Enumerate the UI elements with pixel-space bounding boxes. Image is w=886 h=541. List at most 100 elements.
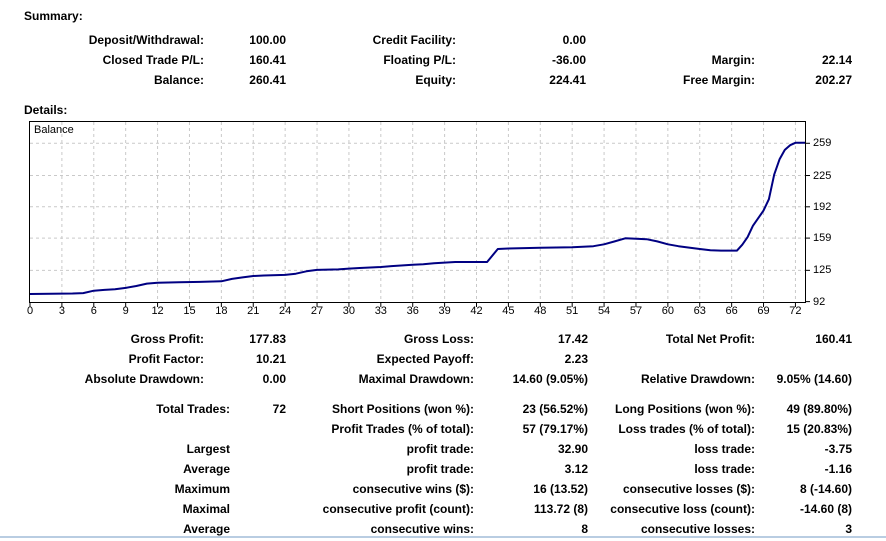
stat-value: -14.60 (8) [799, 502, 852, 516]
stat-label: profit trade: [406, 462, 474, 476]
stat-label: Total Trades: [156, 402, 230, 416]
stat-value: 22.14 [821, 53, 852, 67]
stats-row: Total Trades: 72 Short Positions (won %)… [0, 402, 886, 416]
x-axis-label: 30 [342, 305, 356, 317]
y-axis-label: 159 [813, 232, 832, 245]
stat-label: consecutive profit (count): [322, 502, 474, 516]
stat-label: Largest [186, 442, 230, 456]
stats-row: Largest profit trade: 32.90 loss trade: … [0, 442, 886, 456]
stat-label: Average [183, 522, 230, 536]
stat-label: Total Net Profit: [665, 332, 755, 346]
x-axis-label: 51 [566, 305, 579, 317]
stat-label: Deposit/Withdrawal: [88, 33, 204, 47]
x-axis-label: 57 [629, 305, 643, 317]
stat-label: consecutive wins ($): [352, 482, 474, 496]
stat-value: -3.75 [824, 442, 852, 456]
x-axis-label: 3 [58, 305, 65, 317]
chart-legend-balance: Balance [34, 124, 74, 136]
x-axis-label: 12 [151, 305, 164, 317]
summary-row: Balance: 260.41 Equity: 224.41 Free Marg… [0, 73, 886, 87]
stat-value: 2.23 [564, 352, 588, 366]
stats-row: Absolute Drawdown: 0.00 Maximal Drawdown… [0, 372, 886, 386]
stat-label: Long Positions (won %): [615, 402, 755, 416]
stat-label: Closed Trade P/L: [102, 53, 204, 67]
x-axis-label: 15 [183, 305, 196, 317]
stat-value: 0.00 [262, 372, 286, 386]
stat-label: consecutive losses: [640, 522, 755, 536]
stat-value: -1.16 [824, 462, 852, 476]
stat-value: 113.72 (8) [533, 502, 588, 516]
stat-label: Equity: [415, 73, 456, 87]
stat-label: Maximal Drawdown: [358, 372, 474, 386]
stat-value: 23 (56.52%) [522, 402, 588, 416]
stat-label: Profit Factor: [128, 352, 204, 366]
stat-label: consecutive loss (count): [610, 502, 755, 516]
stats-row: Profit Trades (% of total): 57 (79.17%) … [0, 422, 886, 436]
stats-row: Maximal consecutive profit (count): 113.… [0, 502, 886, 516]
x-axis-label: 72 [789, 305, 802, 317]
stat-label: profit trade: [406, 442, 474, 456]
stat-value: 14.60 (9.05%) [512, 372, 588, 386]
x-axis-label: 39 [438, 305, 451, 317]
stat-value: 57 (79.17%) [522, 422, 588, 436]
stat-label: Absolute Drawdown: [84, 372, 204, 386]
x-axis-label: 54 [597, 305, 611, 317]
stat-label: Free Margin: [682, 73, 755, 87]
stat-value: 9.05% (14.60) [776, 372, 852, 386]
stat-label: Maximal [182, 502, 230, 516]
stat-value: 10.21 [255, 352, 286, 366]
stats-row: Maximum consecutive wins ($): 16 (13.52)… [0, 482, 886, 496]
stat-value: 202.27 [815, 73, 852, 87]
stat-value: 160.41 [249, 53, 286, 67]
x-axis-label: 33 [374, 305, 387, 317]
stat-value: 16 (13.52) [533, 482, 588, 496]
stat-value: 17.42 [557, 332, 588, 346]
x-axis-label: 63 [693, 305, 706, 317]
balance-chart-plot [29, 121, 810, 307]
stat-label: Gross Loss: [403, 332, 474, 346]
stat-value: 3.12 [564, 462, 588, 476]
x-axis-label: 9 [122, 305, 129, 317]
stat-value: 177.83 [249, 332, 286, 346]
x-axis-label: 60 [661, 305, 674, 317]
stat-label: consecutive wins: [370, 522, 474, 536]
stat-value: 15 (20.83%) [786, 422, 852, 436]
stat-value: 224.41 [549, 73, 586, 87]
balance-chart: Balance 0 3 6 9 12 15 18 21 24 27 30 33 36 39 42 45 48 51… [0, 121, 886, 321]
x-axis-label: 45 [502, 305, 515, 317]
y-axis-label: 225 [813, 169, 832, 182]
details-section-title: Details: [24, 103, 68, 117]
summary-row: Deposit/Withdrawal: 100.00 Credit Facili… [0, 33, 886, 47]
x-axis-label: 69 [757, 305, 770, 317]
y-axis-label: 125 [813, 264, 832, 277]
stat-label: loss trade: [694, 462, 755, 476]
stat-label: Margin: [711, 53, 755, 67]
stat-label: Relative Drawdown: [640, 372, 755, 386]
stat-label: Expected Payoff: [376, 352, 474, 366]
stat-label: Gross Profit: [130, 332, 204, 346]
stat-value: 8 (-14.60) [799, 482, 852, 496]
stats-row: Gross Profit: 177.83 Gross Loss: 17.42 T… [0, 332, 886, 346]
stats-row: Average consecutive wins: 8 consecutive … [0, 522, 886, 536]
stat-label: Short Positions (won %): [332, 402, 474, 416]
stat-label: consecutive losses ($): [622, 482, 755, 496]
stat-value: 8 [581, 522, 588, 536]
stat-label: Average [183, 462, 230, 476]
x-axis-label: 27 [310, 305, 324, 317]
stat-label: Credit Facility: [372, 33, 456, 47]
summary-row: Closed Trade P/L: 160.41 Floating P/L: -… [0, 53, 886, 67]
x-axis-label: 24 [279, 305, 292, 317]
x-axis-label: 18 [215, 305, 228, 317]
stat-value: 32.90 [557, 442, 588, 456]
x-axis-label: 36 [406, 305, 419, 317]
stat-label: Balance: [153, 73, 204, 87]
x-axis-label: 48 [534, 305, 547, 317]
stat-value: 49 (89.80%) [786, 402, 852, 416]
summary-section-title: Summary: [24, 9, 83, 23]
stat-label: Loss trades (% of total): [618, 422, 755, 436]
stat-value: 0.00 [562, 33, 586, 47]
y-axis-label: 259 [813, 137, 832, 150]
x-axis-label: 0 [26, 305, 34, 317]
stat-label: Maximum [174, 482, 230, 496]
stat-value: 3 [845, 522, 852, 536]
